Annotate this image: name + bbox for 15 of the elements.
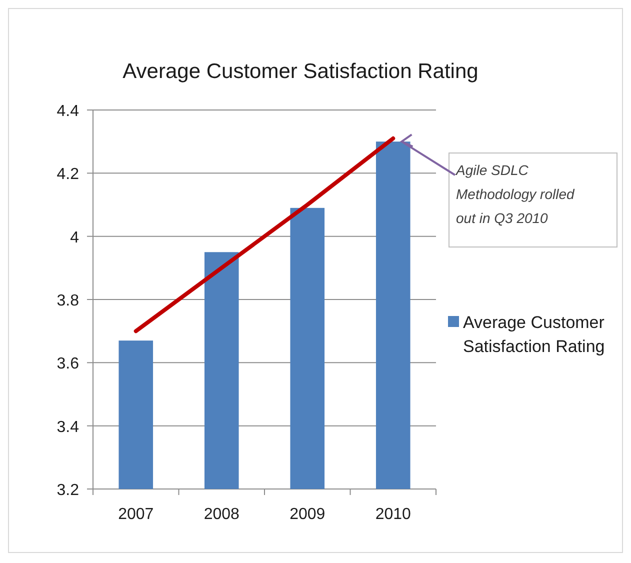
y-tick-label: 4.2 (56, 166, 80, 184)
legend-label: Average Customer Satisfaction Rating (463, 313, 605, 356)
x-tick-label: 2008 (204, 506, 240, 523)
y-tick-label: 4 (70, 229, 80, 246)
y-tick-label: 3.4 (56, 418, 80, 436)
x-tick-label: 2007 (118, 506, 154, 523)
x-tick-label: 2010 (375, 506, 412, 523)
y-tick-label: 3.6 (56, 356, 80, 373)
y-tick-label: 4.4 (56, 103, 80, 120)
x-tick-label: 2009 (290, 506, 326, 523)
annotation: Agile SDLC Methodology rolled out in Q3 2010 (455, 162, 576, 226)
y-tick-label: 3.8 (56, 292, 80, 310)
y-tick-label: 3.2 (56, 482, 80, 499)
chart-title: Average Customer Satisfaction Rating (122, 60, 478, 83)
line-series (134, 136, 396, 334)
